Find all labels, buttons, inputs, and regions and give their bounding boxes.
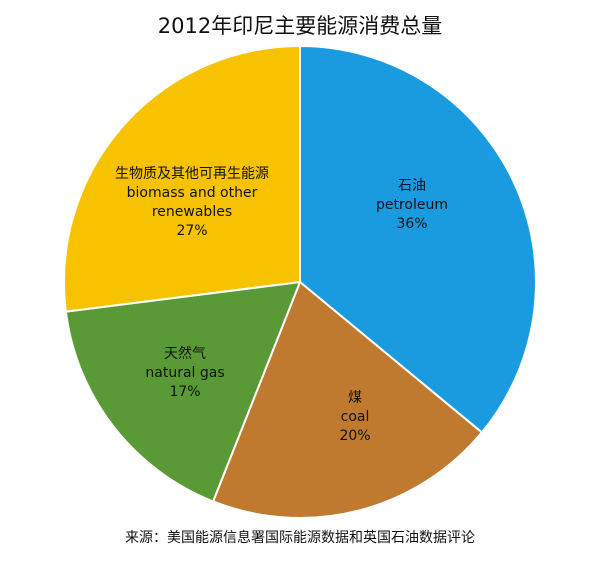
slice-label-en: coal xyxy=(341,409,370,425)
pie-slice-petroleum xyxy=(299,44,537,434)
source-note: 来源：美国能源信息署国际能源数据和英国石油数据评论 xyxy=(125,529,475,546)
slice-label-zh: 煤 xyxy=(348,390,362,406)
pie-labels: 石油 petroleum 36% 煤 coal 20% 天然气 natural gas 17% 生… xyxy=(115,166,448,444)
slice-label-en: petroleum xyxy=(376,197,448,213)
slice-label-en: renewables xyxy=(152,204,232,220)
pie-slice-biomass xyxy=(63,44,301,313)
slice-label-pct: 17% xyxy=(169,384,200,400)
slice-label-en: natural gas xyxy=(145,365,224,381)
slice-label-zh: 石油 xyxy=(398,178,426,194)
pie-slice-natural xyxy=(64,280,302,503)
slice-label-pct: 27% xyxy=(176,223,207,239)
chart-title: 2012年印尼主要能源消费总量 xyxy=(158,14,442,38)
slice-label-pct: 36% xyxy=(396,216,427,232)
pie-slices xyxy=(63,44,537,519)
slice-label-en: biomass and other xyxy=(127,185,258,201)
slice-label-zh: 天然气 xyxy=(164,345,206,362)
slice-label-zh: 生物质及其他可再生能源 xyxy=(115,166,269,182)
pie-slice-coal xyxy=(211,280,484,519)
slice-label-pct: 20% xyxy=(339,428,370,444)
